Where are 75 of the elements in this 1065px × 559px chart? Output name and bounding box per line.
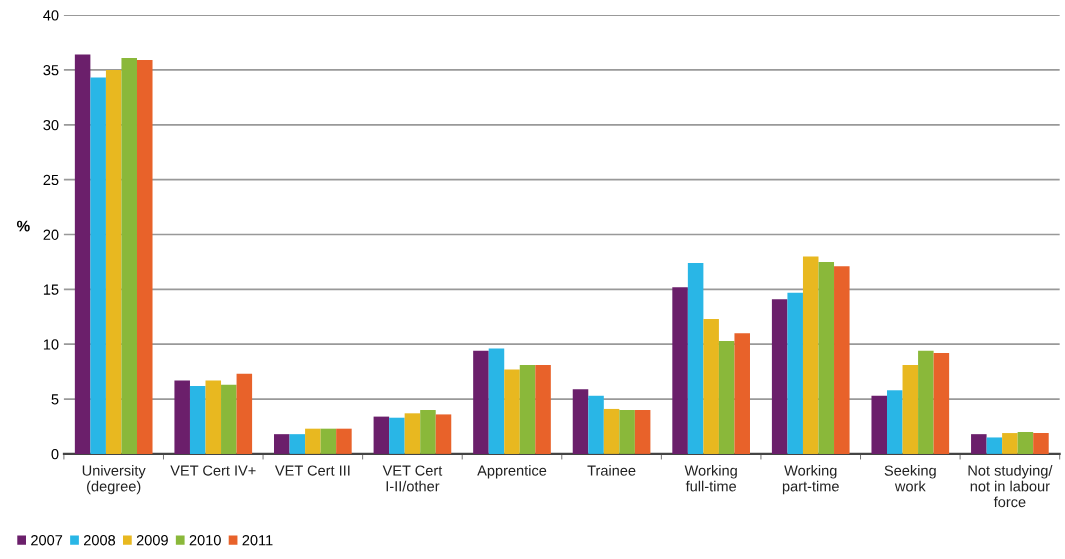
bar bbox=[734, 333, 750, 454]
bar bbox=[473, 350, 489, 454]
x-tick-label: Apprentice bbox=[477, 465, 547, 479]
bar bbox=[802, 256, 819, 454]
bar bbox=[389, 417, 405, 454]
bar bbox=[603, 408, 620, 454]
bar bbox=[634, 410, 651, 454]
bar bbox=[787, 292, 803, 454]
bar bbox=[504, 369, 520, 454]
bar bbox=[887, 390, 903, 454]
y-tick-label: 5 bbox=[51, 394, 59, 405]
y-tick-label: 10 bbox=[43, 339, 59, 350]
bar bbox=[871, 395, 888, 454]
y-tick-label: 0 bbox=[51, 449, 59, 460]
bar bbox=[619, 410, 635, 454]
bar bbox=[420, 410, 436, 454]
x-tick-label: Working full-time bbox=[684, 465, 737, 492]
legend-label: 2010 bbox=[189, 535, 221, 546]
bar bbox=[189, 385, 206, 454]
bar bbox=[588, 395, 604, 454]
y-tick-label: 30 bbox=[43, 119, 59, 131]
x-tick-label: VET Cert III bbox=[274, 465, 350, 476]
y-tick-label: 40 bbox=[43, 10, 59, 21]
y-tick-label: 20 bbox=[43, 229, 59, 240]
x-tick-label: Not studying/ not in labour force bbox=[968, 465, 1053, 508]
bar bbox=[535, 365, 551, 454]
bar bbox=[236, 373, 253, 454]
bar bbox=[818, 261, 835, 454]
bar bbox=[687, 263, 704, 454]
x-tick-label: Trainee bbox=[587, 465, 636, 476]
bar bbox=[933, 352, 950, 454]
x-tick-label: VET Cert I-II/other bbox=[382, 465, 443, 492]
bar bbox=[221, 384, 237, 454]
x-tick-label: University (degree) bbox=[82, 465, 146, 495]
bar bbox=[572, 389, 589, 454]
bar bbox=[718, 340, 735, 454]
bar bbox=[1002, 433, 1018, 454]
bar bbox=[519, 365, 536, 454]
bar bbox=[834, 266, 850, 454]
bar bbox=[174, 380, 190, 454]
y-axis-title: % bbox=[16, 220, 30, 232]
bar bbox=[918, 350, 934, 454]
legend-label: 2008 bbox=[83, 535, 116, 546]
bar bbox=[986, 437, 1003, 454]
bar bbox=[672, 287, 688, 454]
x-tick-label: Working part-time bbox=[782, 465, 839, 495]
bar bbox=[703, 318, 719, 454]
y-tick-label: 25 bbox=[43, 174, 59, 186]
legend-label: 2009 bbox=[136, 535, 168, 546]
bar bbox=[105, 69, 122, 454]
y-tick-label: 15 bbox=[43, 284, 59, 295]
bar bbox=[205, 380, 222, 454]
y-tick-label: 35 bbox=[43, 65, 59, 76]
bar bbox=[274, 434, 290, 454]
bar bbox=[90, 77, 106, 454]
bar bbox=[305, 428, 321, 454]
bar bbox=[136, 60, 153, 454]
bar bbox=[289, 434, 306, 454]
bar bbox=[320, 428, 337, 454]
legend-label: 2007 bbox=[31, 535, 63, 546]
bar bbox=[373, 416, 390, 454]
bar bbox=[902, 365, 919, 454]
bar bbox=[771, 299, 788, 454]
x-tick-label: Seeking work bbox=[884, 465, 936, 492]
bar bbox=[121, 57, 137, 454]
bar bbox=[1033, 433, 1049, 454]
bar bbox=[488, 348, 505, 454]
bar bbox=[404, 413, 421, 454]
bar bbox=[74, 54, 91, 454]
x-tick-label: VET Cert IV+ bbox=[170, 465, 256, 476]
bar bbox=[336, 428, 352, 454]
legend-label: 2011 bbox=[242, 535, 273, 546]
bar bbox=[435, 414, 452, 454]
bar bbox=[971, 434, 987, 454]
bar bbox=[1017, 431, 1034, 454]
